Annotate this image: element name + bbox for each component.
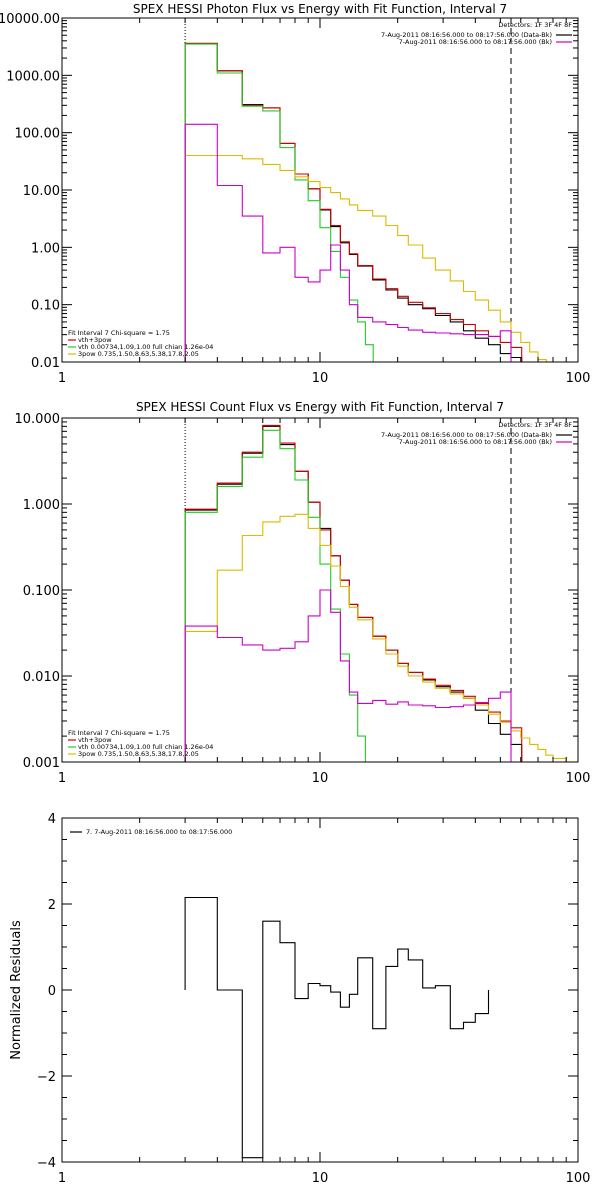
detectors-label: Detectors: 1F 3F 4F 8F — [498, 21, 572, 29]
y-tick-label: 1.000 — [23, 498, 60, 513]
chart-title: SPEX HESSI Count Flux vs Energy with Fit… — [136, 400, 504, 414]
x-tick-label: 100 — [566, 771, 591, 786]
y-tick-label: 1.00 — [31, 241, 60, 256]
series-line-3 — [184, 43, 374, 362]
y-tick-label: 1000.00 — [6, 69, 60, 84]
y-tick-label: 0.01 — [31, 356, 60, 371]
series-line-4 — [184, 513, 578, 762]
x-tick-label: 100 — [566, 371, 591, 386]
x-tick-label: 10 — [312, 1171, 329, 1186]
chart-panel-1: SPEX HESSI Photon Flux vs Energy with Fi… — [0, 2, 590, 386]
y-tick-label: −2 — [37, 1070, 56, 1085]
chart-panel-2: SPEX HESSI Count Flux vs Energy with Fit… — [15, 400, 591, 786]
y-tick-label: 4 — [48, 812, 56, 827]
series-group — [184, 424, 578, 762]
x-tick-label: 1 — [58, 1171, 66, 1186]
y-tick-label: 0 — [48, 984, 56, 999]
legend-right-entry: 7-Aug-2011 08:16:56.000 to 08:17:56.000 … — [381, 31, 552, 39]
legend-left-entry: vth+3pow — [78, 336, 112, 344]
x-tick-label: 10 — [312, 771, 329, 786]
legend-left-entry: 3pow 0.735,1.50,8.63,5.38,17.8,2.05 — [78, 350, 199, 358]
legend-right-entry: 7-Aug-2011 08:16:56.000 to 08:17:56.000 … — [399, 38, 552, 46]
y-tick-label: 10.00 — [23, 184, 60, 199]
chart-title: SPEX HESSI Photon Flux vs Energy with Fi… — [133, 2, 507, 16]
x-tick-label: 1 — [58, 771, 66, 786]
series-line-2 — [184, 424, 523, 762]
detectors-label: Detectors: 1F 3F 4F 8F — [498, 421, 572, 429]
y-tick-label: 2 — [48, 898, 56, 913]
chart-panel-3: 1 10 100 4 2 0 −2 −4 Normalized Residuals 7. 7-Au… — [9, 812, 590, 1186]
y-tick-label: −4 — [37, 1156, 56, 1171]
y-axis-label: Normalized Residuals — [9, 920, 24, 1060]
series-line-1 — [184, 896, 490, 1159]
series-line-1 — [184, 42, 523, 362]
legend-left-entry: Fit Interval 7 Chi-square = 1.75 — [68, 329, 170, 337]
x-tick-label: 1 — [58, 371, 66, 386]
legend-left-entry: vth+3pow — [78, 736, 112, 744]
series-group — [184, 896, 490, 1159]
legend-left-entry: vth 0.00734,1.09,1.00 full chian 1.26e-0… — [78, 343, 213, 351]
x-tick-label: 100 — [566, 1171, 591, 1186]
y-tick-label: 100.00 — [15, 127, 61, 142]
y-tick-label: 0.010 — [23, 670, 60, 685]
series-group — [184, 42, 547, 362]
y-tick-label: 0.100 — [23, 584, 60, 599]
legend-right-entry: 7-Aug-2011 08:16:56.000 to 08:17:56.000 … — [381, 431, 552, 439]
y-tick-label: 10000.00 — [0, 12, 60, 27]
series-line-3 — [184, 429, 374, 762]
legend-left-entry: Fit Interval 7 Chi-square = 1.75 — [68, 729, 170, 737]
series-line-5 — [184, 589, 523, 762]
legend-right-entry: 7-Aug-2011 08:16:56.000 to 08:17:56.000 … — [399, 438, 552, 446]
series-line-5 — [184, 123, 523, 362]
y-tick-label: 0.001 — [23, 756, 60, 771]
series-line-4 — [184, 154, 547, 362]
legend-left-entry: 3pow 0.735,1.50,8.63,5.38,17.8,2.05 — [78, 750, 199, 758]
y-tick-label: 10.000 — [15, 412, 61, 427]
legend-left-entry: vth 0.00734,1.09,1.00 full chian 1.26e-0… — [78, 743, 213, 751]
y-tick-label: 0.10 — [31, 299, 60, 314]
plot-frame — [61, 817, 579, 1163]
x-tick-label: 10 — [312, 371, 329, 386]
legend-entry: 7. 7-Aug-2011 08:16:56.000 to 08:17:56.0… — [86, 828, 232, 836]
